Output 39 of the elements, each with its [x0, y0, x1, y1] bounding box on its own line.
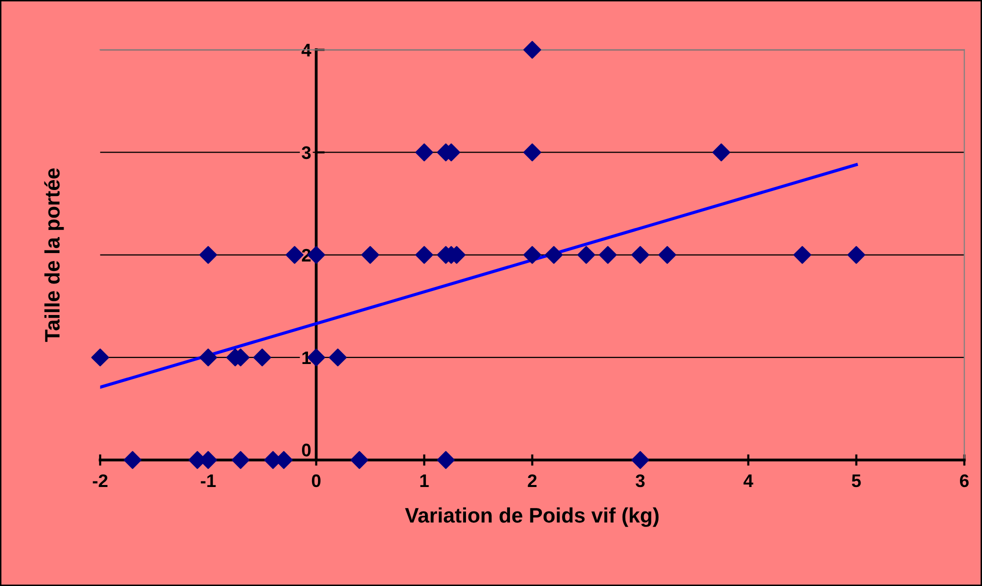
y-axis-title: Taille de la portée: [44, 168, 64, 342]
point: [658, 246, 676, 264]
point: [253, 348, 272, 366]
point: [523, 246, 542, 264]
x-tick-label: 1: [420, 474, 429, 487]
point: [523, 143, 542, 162]
point: [793, 246, 812, 264]
point: [286, 246, 304, 264]
point: [415, 246, 434, 264]
point: [523, 40, 542, 59]
x-tick-label: 4: [744, 474, 754, 487]
point: [350, 451, 368, 469]
point: [847, 246, 866, 264]
point: [199, 348, 218, 366]
point: [598, 246, 617, 264]
y-tick-label: 4: [302, 44, 312, 56]
point: [436, 451, 455, 469]
point: [712, 143, 730, 162]
point: [232, 451, 250, 469]
point: [124, 451, 142, 469]
point: [328, 348, 347, 366]
point: [631, 451, 650, 469]
point: [544, 246, 563, 264]
x-tick-label: 2: [528, 474, 537, 487]
point: [91, 348, 110, 366]
x-tick-label: 5: [852, 474, 861, 488]
point: [415, 143, 434, 162]
x-axis-title: Variation de Poids vif (kg): [405, 507, 659, 527]
x-tick-label: -1: [200, 474, 216, 487]
point: [577, 246, 596, 264]
x-tick-label: 3: [636, 474, 645, 488]
y-tick-label: 3: [302, 146, 311, 160]
x-tick-label: 6: [960, 474, 969, 488]
point: [361, 246, 380, 264]
point: [631, 246, 650, 264]
point: [199, 246, 218, 264]
y-tick-label: 0: [302, 444, 311, 456]
x-tick-label: 0: [312, 474, 320, 488]
x-tick-label: -2: [92, 474, 108, 487]
